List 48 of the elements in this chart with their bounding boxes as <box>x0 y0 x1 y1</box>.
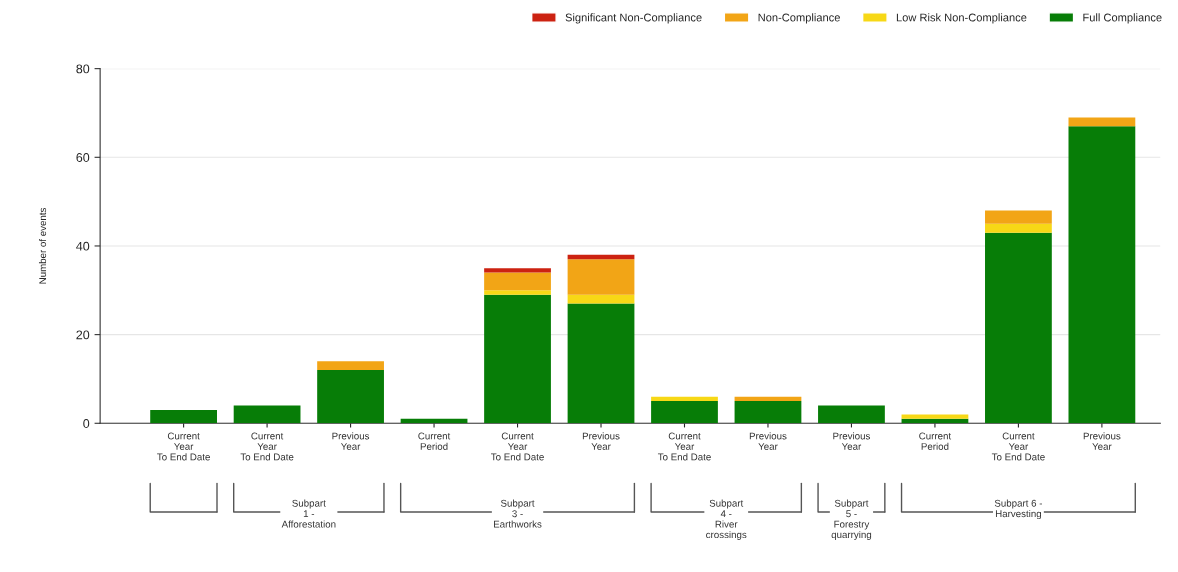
y-tick-label: 40 <box>76 241 90 251</box>
x-tick-label: Current Year To End Date <box>491 432 544 461</box>
x-tick-label: Current Year To End Date <box>657 432 711 461</box>
bar <box>317 361 384 371</box>
x-tick-label: Previous Year <box>332 432 370 450</box>
y-tick-label: 80 <box>76 64 90 74</box>
bar <box>901 414 969 419</box>
y-axis-title: Number of events <box>38 207 47 284</box>
x-tick-label: Previous Year <box>582 432 620 450</box>
bar <box>484 290 551 295</box>
bar <box>484 272 551 291</box>
bar <box>567 294 635 304</box>
bar <box>985 210 1052 224</box>
text: Subpart 6 - Harvesting <box>994 499 1043 520</box>
bar <box>484 268 551 273</box>
x-tick-label: Previous Year <box>749 432 787 450</box>
bar <box>567 259 635 295</box>
bar <box>317 370 384 424</box>
y-tick-label: 0 <box>83 419 90 428</box>
x-tick-label: Previous Year <box>1083 432 1121 450</box>
x-tick-label: Current Year To End Date <box>991 432 1045 461</box>
bar <box>985 223 1052 233</box>
y-tick-label: 20 <box>76 330 90 340</box>
bar <box>567 303 635 424</box>
bar <box>985 232 1052 424</box>
bar <box>150 409 217 424</box>
legend-label: Full Compliance <box>1083 13 1162 24</box>
x-tick-label: Current Period <box>919 432 952 450</box>
bar <box>484 294 551 424</box>
bar <box>651 396 718 402</box>
bar <box>1068 117 1136 127</box>
legend-label: Significant Non-Compliance <box>565 13 702 24</box>
text: Subpart 3 - Earthworks <box>494 499 542 528</box>
x-tick-label: Current Year To End Date <box>240 432 294 461</box>
x-tick-label: Current Year To End Date <box>157 432 210 461</box>
bar <box>818 405 885 424</box>
text: Subpart 4 - River crossings <box>706 499 747 541</box>
bar <box>734 401 802 424</box>
x-tick-label: Current Period <box>418 432 451 450</box>
y-tick-label: 60 <box>76 153 90 162</box>
legend-label: Non-Compliance <box>758 13 840 24</box>
legend-label: Low Risk Non-Compliance <box>896 13 1027 24</box>
bar <box>233 405 301 424</box>
text: Subpart 1 - Afforestation <box>281 499 336 528</box>
text: Subpart 5 - Forestry quarrying <box>831 499 872 541</box>
bar <box>1068 126 1136 424</box>
bar <box>651 401 718 424</box>
x-tick-label: Previous Year <box>833 432 871 450</box>
